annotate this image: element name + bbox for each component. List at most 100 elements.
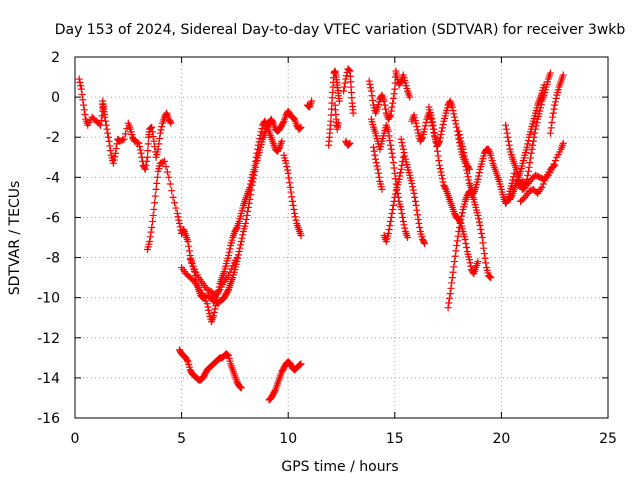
data-point bbox=[328, 105, 336, 113]
data-point bbox=[465, 164, 473, 172]
data-point bbox=[399, 145, 407, 153]
data-point bbox=[391, 85, 399, 93]
data-point bbox=[529, 141, 537, 149]
data-point bbox=[509, 173, 517, 181]
data-point bbox=[287, 188, 295, 196]
data-point bbox=[408, 179, 416, 187]
data-point bbox=[102, 121, 110, 129]
data-point bbox=[172, 204, 180, 212]
data-point bbox=[504, 133, 512, 141]
data-point bbox=[340, 87, 348, 95]
data-point bbox=[254, 145, 262, 153]
data-point bbox=[551, 161, 559, 169]
data-point bbox=[397, 165, 405, 173]
data-point bbox=[413, 206, 421, 214]
data-point bbox=[366, 80, 374, 88]
data-point bbox=[444, 304, 452, 312]
data-point bbox=[165, 173, 173, 181]
data-point bbox=[551, 157, 559, 165]
data-point bbox=[432, 138, 440, 146]
data-point bbox=[291, 213, 299, 221]
data-point bbox=[502, 125, 510, 133]
data-point bbox=[284, 169, 292, 177]
data-point bbox=[395, 175, 403, 183]
data-point bbox=[134, 139, 142, 147]
data-point bbox=[551, 101, 559, 109]
data-point bbox=[524, 171, 532, 179]
data-point bbox=[559, 71, 567, 79]
data-point bbox=[399, 142, 407, 150]
data-point bbox=[286, 183, 294, 191]
data-point bbox=[441, 184, 449, 192]
data-point bbox=[232, 225, 240, 233]
data-point bbox=[457, 215, 465, 223]
data-point bbox=[434, 152, 442, 160]
data-point bbox=[392, 190, 400, 198]
data-point bbox=[502, 121, 510, 129]
data-point bbox=[550, 105, 558, 113]
data-point bbox=[156, 135, 164, 143]
data-point bbox=[531, 129, 539, 137]
data-point bbox=[256, 131, 264, 139]
data-point bbox=[112, 149, 120, 157]
data-point bbox=[505, 137, 513, 145]
data-point bbox=[252, 153, 260, 161]
data-point bbox=[150, 137, 158, 145]
data-point bbox=[257, 128, 265, 136]
data-point bbox=[289, 201, 297, 209]
data-point bbox=[275, 145, 283, 153]
data-point bbox=[308, 97, 316, 105]
data-point bbox=[135, 139, 143, 147]
data-point bbox=[386, 112, 394, 120]
data-point bbox=[410, 189, 418, 197]
data-point bbox=[110, 156, 118, 164]
data-point bbox=[523, 143, 531, 151]
data-point bbox=[278, 137, 286, 145]
data-point bbox=[367, 87, 375, 95]
data-point bbox=[288, 193, 296, 201]
data-point bbox=[175, 219, 183, 227]
data-point bbox=[296, 361, 304, 369]
data-point bbox=[525, 163, 533, 171]
data-point bbox=[459, 145, 467, 153]
data-point bbox=[389, 201, 397, 209]
y-tick-label: -8 bbox=[46, 251, 60, 267]
data-point bbox=[529, 137, 537, 145]
data-point bbox=[283, 163, 291, 171]
data-point bbox=[144, 147, 152, 155]
data-point bbox=[345, 66, 353, 74]
data-point bbox=[456, 219, 464, 227]
data-point bbox=[389, 99, 397, 107]
data-point bbox=[547, 124, 555, 132]
data-point bbox=[436, 165, 444, 173]
data-point bbox=[415, 219, 423, 227]
data-point bbox=[186, 256, 194, 264]
data-point bbox=[456, 134, 464, 142]
data-point bbox=[150, 205, 158, 213]
data-point bbox=[81, 110, 89, 118]
data-point bbox=[176, 223, 184, 231]
data-point bbox=[291, 209, 299, 217]
data-point bbox=[453, 237, 461, 245]
data-point bbox=[474, 211, 482, 219]
data-point bbox=[387, 111, 395, 119]
data-point bbox=[120, 135, 128, 143]
data-point bbox=[141, 165, 149, 173]
data-point bbox=[375, 173, 383, 181]
data-point bbox=[414, 215, 422, 223]
data-point bbox=[154, 145, 162, 153]
data-point bbox=[175, 216, 183, 224]
data-point bbox=[258, 125, 266, 133]
data-point bbox=[211, 305, 219, 313]
data-point bbox=[421, 122, 429, 130]
data-point bbox=[450, 258, 458, 266]
data-point bbox=[401, 224, 409, 232]
data-point bbox=[367, 84, 375, 92]
data-point bbox=[297, 231, 305, 239]
data-point bbox=[144, 140, 152, 148]
data-point bbox=[458, 209, 466, 217]
data-point bbox=[253, 149, 261, 157]
data-point bbox=[533, 119, 541, 127]
data-point bbox=[76, 78, 84, 86]
data-point bbox=[420, 238, 428, 246]
